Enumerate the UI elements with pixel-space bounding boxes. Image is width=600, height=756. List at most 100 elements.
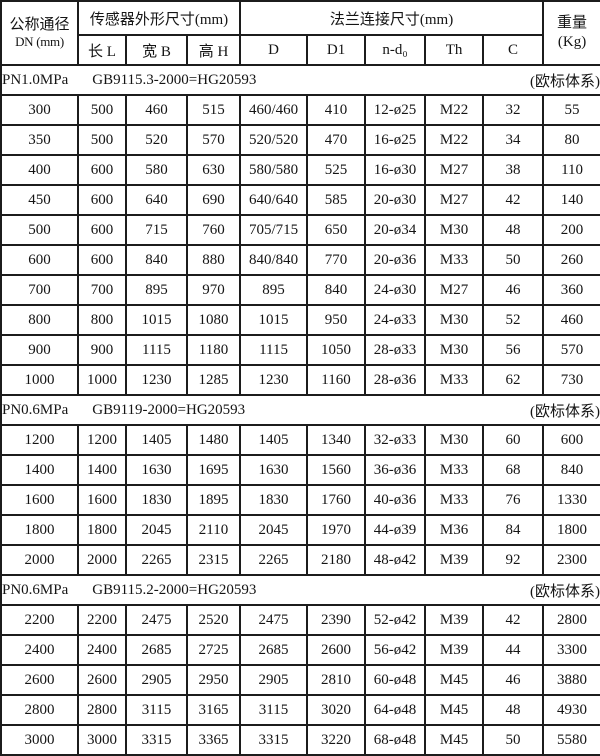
table-cell: 2800 <box>77 694 127 726</box>
table-cell: 580 <box>125 154 188 186</box>
table-cell: 730 <box>542 364 600 396</box>
table-cell: 1200 <box>0 424 79 456</box>
table-cell: M39 <box>424 544 485 576</box>
data-row: 900 900 1115 1180 1115 1050 28-ø33 M30 56 570 <box>0 334 600 366</box>
data-row: 450 600 640 690 640/640 585 20-ø30 M27 42 140 <box>0 184 600 216</box>
table-cell: 68-ø48 <box>364 724 427 756</box>
table-cell: 28-ø36 <box>364 364 427 396</box>
table-cell: 450 <box>0 184 79 216</box>
table-cell: 895 <box>239 274 309 306</box>
table-cell: 1160 <box>306 364 367 396</box>
table-cell: 2725 <box>185 634 242 666</box>
data-row: 1000 1000 1230 1285 1230 1160 28-ø36 M33 62 730 <box>0 364 600 396</box>
header-col-ndo: n-d₀ <box>364 34 427 66</box>
table-cell: 840/840 <box>239 244 309 276</box>
data-row: 2200 2200 2475 2520 2475 2390 52-ø42 M39 42 2800 <box>0 604 600 636</box>
table-cell: 1015 <box>239 304 309 336</box>
table-cell: M30 <box>424 304 485 336</box>
table-cell: 20-ø34 <box>364 214 427 246</box>
table-cell: 80 <box>542 124 600 156</box>
section-cell: PN1.0MPa GB9115.3-2000=HG20593 (欧标体系) <box>0 64 600 96</box>
table-cell: 55 <box>542 94 600 126</box>
table-cell: 2600 <box>77 664 127 696</box>
header-col-c: C <box>482 34 545 66</box>
table-cell: 2390 <box>306 604 367 636</box>
data-row: 1200 1200 1405 1480 1405 1340 32-ø33 M30 60 600 <box>0 424 600 456</box>
table-cell: 50 <box>482 724 545 756</box>
table-cell: 2000 <box>0 544 79 576</box>
section-cell-inner: PN0.6MPa GB9115.2-2000=HG20593 (欧标体系) <box>3 580 600 601</box>
table-cell: 600 <box>0 244 79 276</box>
table-cell: 2600 <box>0 664 79 696</box>
table-cell: 1000 <box>0 364 79 396</box>
table-cell: 40-ø36 <box>364 484 427 516</box>
table-cell: M30 <box>424 334 485 366</box>
table-cell: 200 <box>542 214 600 246</box>
data-row: 500 600 715 760 705/715 650 20-ø34 M30 48 200 <box>0 214 600 246</box>
table-cell: 20-ø36 <box>364 244 427 276</box>
table-cell: 2800 <box>542 604 600 636</box>
table-cell: 46 <box>482 274 545 306</box>
table-cell: M33 <box>424 454 485 486</box>
table-cell: M22 <box>424 94 485 126</box>
table-cell: 1630 <box>239 454 309 486</box>
table-cell: 1115 <box>125 334 188 366</box>
table-cell: 1230 <box>239 364 309 396</box>
table-cell: 600 <box>77 154 127 186</box>
table-cell: 3020 <box>306 694 367 726</box>
table-cell: 400 <box>0 154 79 186</box>
table-cell: 3115 <box>239 694 309 726</box>
table-cell: 1600 <box>0 484 79 516</box>
table-cell: 705/715 <box>239 214 309 246</box>
section-pressure: PN1.0MPa <box>2 71 69 88</box>
table-cell: 1800 <box>542 514 600 546</box>
section-cell-inner: PN1.0MPa GB9115.3-2000=HG20593 (欧标体系) <box>2 70 599 91</box>
section-note: (欧标体系) <box>530 583 600 600</box>
data-row: 3000 3000 3315 3365 3315 3220 68-ø48 M45 50 5580 <box>0 724 600 756</box>
table-cell: 1115 <box>239 334 309 366</box>
header-weight: 重量 (Kg) <box>542 0 600 66</box>
table-cell: 600 <box>77 244 127 276</box>
table-cell: 2600 <box>306 634 367 666</box>
table-cell: 34 <box>482 124 545 156</box>
table-cell: 2315 <box>185 544 242 576</box>
table-cell: 1080 <box>185 304 242 336</box>
table-cell: 600 <box>77 214 127 246</box>
table-cell: 3000 <box>0 724 79 756</box>
table-cell: 1830 <box>125 484 188 516</box>
table-cell: M22 <box>424 124 485 156</box>
table-cell: 56 <box>482 334 545 366</box>
table-cell: 690 <box>185 184 242 216</box>
table-cell: 900 <box>0 334 79 366</box>
table-cell: 62 <box>482 364 545 396</box>
table-cell: 36-ø36 <box>364 454 427 486</box>
table-cell: 50 <box>482 244 545 276</box>
table-cell: 1830 <box>239 484 309 516</box>
section-row: PN0.6MPa GB9119-2000=HG20593 (欧标体系) <box>0 394 600 426</box>
table-cell: 2300 <box>542 544 600 576</box>
table-cell: 1340 <box>306 424 367 456</box>
table-cell: 64-ø48 <box>364 694 427 726</box>
table-cell: 700 <box>77 274 127 306</box>
table-cell: 630 <box>185 154 242 186</box>
table-cell: 1015 <box>125 304 188 336</box>
table-cell: M45 <box>424 664 485 696</box>
section-row: PN0.6MPa GB9115.2-2000=HG20593 (欧标体系) <box>0 574 600 606</box>
table-cell: 38 <box>482 154 545 186</box>
table-cell: 16-ø30 <box>364 154 427 186</box>
table-cell: M33 <box>424 364 485 396</box>
table-cell: 640 <box>125 184 188 216</box>
header-sensor-group: 传感器外形尺寸(mm) <box>76 0 242 36</box>
table-cell: 840 <box>306 274 367 306</box>
table-cell: 60 <box>482 424 545 456</box>
table-cell: 2045 <box>125 514 188 546</box>
table-cell: 570 <box>185 124 242 156</box>
table-cell: 1330 <box>542 484 600 516</box>
data-row: 600 600 840 880 840/840 770 20-ø36 M33 50 260 <box>0 244 600 276</box>
table-cell: 760 <box>185 214 242 246</box>
table-cell: 470 <box>306 124 367 156</box>
table-cell: 46 <box>482 664 545 696</box>
table-cell: 4930 <box>542 694 600 726</box>
table-cell: 350 <box>0 124 79 156</box>
table-cell: 970 <box>185 274 242 306</box>
